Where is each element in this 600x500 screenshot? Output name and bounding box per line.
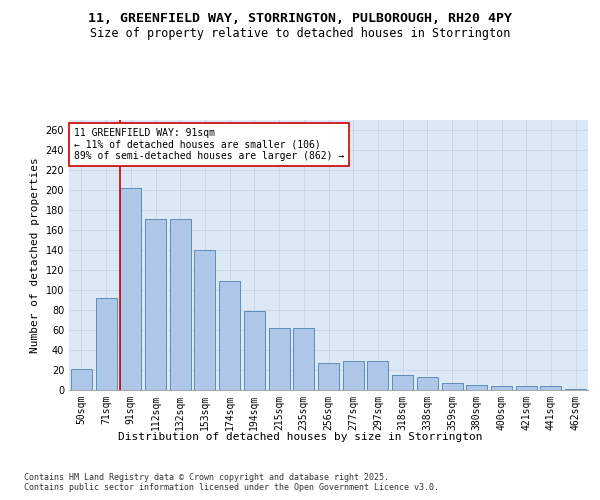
Text: 11 GREENFIELD WAY: 91sqm
← 11% of detached houses are smaller (106)
89% of semi-: 11 GREENFIELD WAY: 91sqm ← 11% of detach… xyxy=(74,128,344,162)
Text: Size of property relative to detached houses in Storrington: Size of property relative to detached ho… xyxy=(90,28,510,40)
Text: Contains HM Land Registry data © Crown copyright and database right 2025.
Contai: Contains HM Land Registry data © Crown c… xyxy=(24,472,439,492)
Bar xyxy=(442,383,463,390)
Bar xyxy=(170,219,191,390)
Bar xyxy=(392,375,413,390)
Bar xyxy=(95,298,116,390)
Bar xyxy=(343,361,364,390)
Text: Distribution of detached houses by size in Storrington: Distribution of detached houses by size … xyxy=(118,432,482,442)
Bar xyxy=(219,281,240,390)
Bar xyxy=(491,386,512,390)
Bar xyxy=(318,363,339,390)
Bar xyxy=(269,328,290,390)
Bar xyxy=(145,219,166,390)
Text: 11, GREENFIELD WAY, STORRINGTON, PULBOROUGH, RH20 4PY: 11, GREENFIELD WAY, STORRINGTON, PULBORO… xyxy=(88,12,512,26)
Bar xyxy=(565,389,586,390)
Bar xyxy=(293,328,314,390)
Bar xyxy=(516,386,537,390)
Bar xyxy=(120,188,141,390)
Y-axis label: Number of detached properties: Number of detached properties xyxy=(30,157,40,353)
Bar xyxy=(466,385,487,390)
Bar xyxy=(71,369,92,390)
Bar xyxy=(194,250,215,390)
Bar xyxy=(244,311,265,390)
Bar xyxy=(367,361,388,390)
Bar xyxy=(541,386,562,390)
Bar xyxy=(417,377,438,390)
